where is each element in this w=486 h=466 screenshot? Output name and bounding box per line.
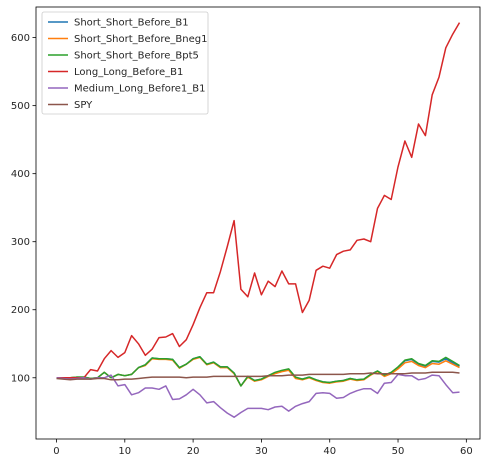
- legend-label: Short_Short_Before_Bpt5: [74, 51, 199, 62]
- x-tick-label: 40: [323, 446, 336, 457]
- y-tick-label: 200: [11, 305, 30, 316]
- legend-label: Long_Long_Before_B1: [74, 67, 183, 78]
- x-tick-label: 50: [392, 446, 405, 457]
- legend-label: SPY: [74, 100, 93, 111]
- x-tick-label: 30: [255, 446, 268, 457]
- x-tick-label: 20: [187, 446, 200, 457]
- legend-label: Medium_Long_Before1_B1: [74, 84, 205, 95]
- plot-frame: [35, 6, 481, 440]
- series-line: [56, 373, 460, 418]
- series-line: [56, 371, 460, 381]
- y-tick-label: 300: [11, 237, 30, 248]
- y-tick-label: 100: [11, 373, 30, 384]
- series-line: [56, 22, 461, 379]
- series-SPY: [56, 371, 460, 381]
- y-tick-label: 500: [11, 101, 30, 112]
- x-tick-label: 0: [53, 446, 59, 457]
- legend: Short_Short_Before_B1 Short_Short_Before_…: [41, 11, 209, 115]
- legend-box: [41, 11, 209, 115]
- y-tick-label: 600: [11, 33, 30, 44]
- x-tick-label: 10: [118, 446, 131, 457]
- legend-label: Short_Short_Before_Bneg1: [74, 34, 207, 45]
- legend-label: Short_Short_Before_B1: [74, 18, 189, 29]
- series-line: [56, 355, 460, 387]
- y-tick-label: 400: [11, 169, 30, 180]
- x-tick-label: 60: [460, 446, 473, 457]
- series-Long_Long_Before_B1: [56, 22, 461, 379]
